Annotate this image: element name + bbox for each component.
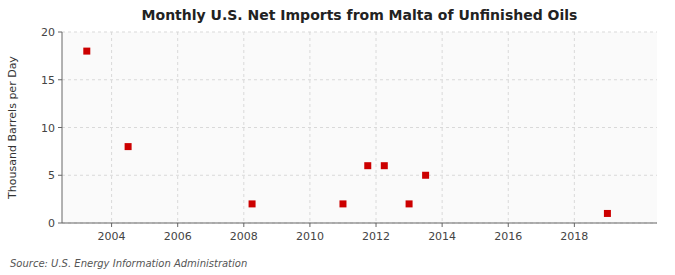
point <box>83 48 90 55</box>
y-tick-label: 20 <box>41 26 55 39</box>
y-tick-label: 0 <box>48 217 55 230</box>
y-grid-line <box>62 79 657 80</box>
y-axis-label: Thousand Barrels per Day <box>6 56 19 200</box>
point <box>364 162 371 169</box>
y-tick-label: 15 <box>41 74 55 87</box>
x-tick <box>442 223 443 227</box>
y-tick <box>58 175 62 176</box>
point <box>422 172 429 179</box>
x-tick <box>508 223 509 227</box>
y-grid-line <box>62 32 657 33</box>
x-tick-label: 2014 <box>428 230 456 243</box>
y-tick <box>58 79 62 80</box>
x-tick-label: 2010 <box>296 230 324 243</box>
x-tick-label: 2016 <box>494 230 522 243</box>
y-tick-label: 10 <box>41 122 55 135</box>
chart-container: 0 5 10 15 20 2004 2006 2008 2010 2012 2014 2016 2018… <box>0 0 675 275</box>
x-grid-line <box>243 32 244 223</box>
y-tick <box>58 32 62 33</box>
x-grid-line <box>376 32 377 223</box>
point <box>604 210 611 217</box>
x-tick <box>376 223 377 227</box>
y-tick <box>58 223 62 224</box>
x-grid-line <box>508 32 509 223</box>
y-axis-line <box>62 32 63 223</box>
x-tick <box>309 223 310 227</box>
x-grid-line <box>111 32 112 223</box>
y-grid-line <box>62 175 657 176</box>
x-grid-line <box>574 32 575 223</box>
plot-background <box>62 32 657 223</box>
y-tick <box>58 127 62 128</box>
x-tick <box>243 223 244 227</box>
point <box>249 200 256 207</box>
point <box>381 162 388 169</box>
x-tick-label: 2012 <box>362 230 390 243</box>
x-tick-label: 2006 <box>164 230 192 243</box>
x-grid-line <box>442 32 443 223</box>
title: Monthly U.S. Net Imports from Malta of U… <box>142 7 578 23</box>
point <box>406 200 413 207</box>
markers <box>83 48 611 217</box>
x-axis-line <box>62 223 657 224</box>
source-note: Source: U.S. Energy Information Administ… <box>10 258 247 269</box>
x-grid-line <box>177 32 178 223</box>
y-grid-line <box>62 127 657 128</box>
x-tick-label: 2004 <box>98 230 126 243</box>
y-grid-line <box>62 223 657 224</box>
point <box>339 200 346 207</box>
chart-svg: 0 5 10 15 20 2004 2006 2008 2010 2012 2014 2016 2018… <box>0 0 675 275</box>
x-tick-label: 2018 <box>560 230 588 243</box>
grid <box>62 32 657 223</box>
x-tick-label: 2008 <box>230 230 258 243</box>
axes: 0 5 10 15 20 2004 2006 2008 2010 2012 2014 2016 2018 <box>41 26 657 243</box>
point <box>125 143 132 150</box>
x-tick <box>111 223 112 227</box>
x-tick <box>177 223 178 227</box>
y-tick-label: 5 <box>48 169 55 182</box>
x-grid-line <box>309 32 310 223</box>
x-tick <box>574 223 575 227</box>
